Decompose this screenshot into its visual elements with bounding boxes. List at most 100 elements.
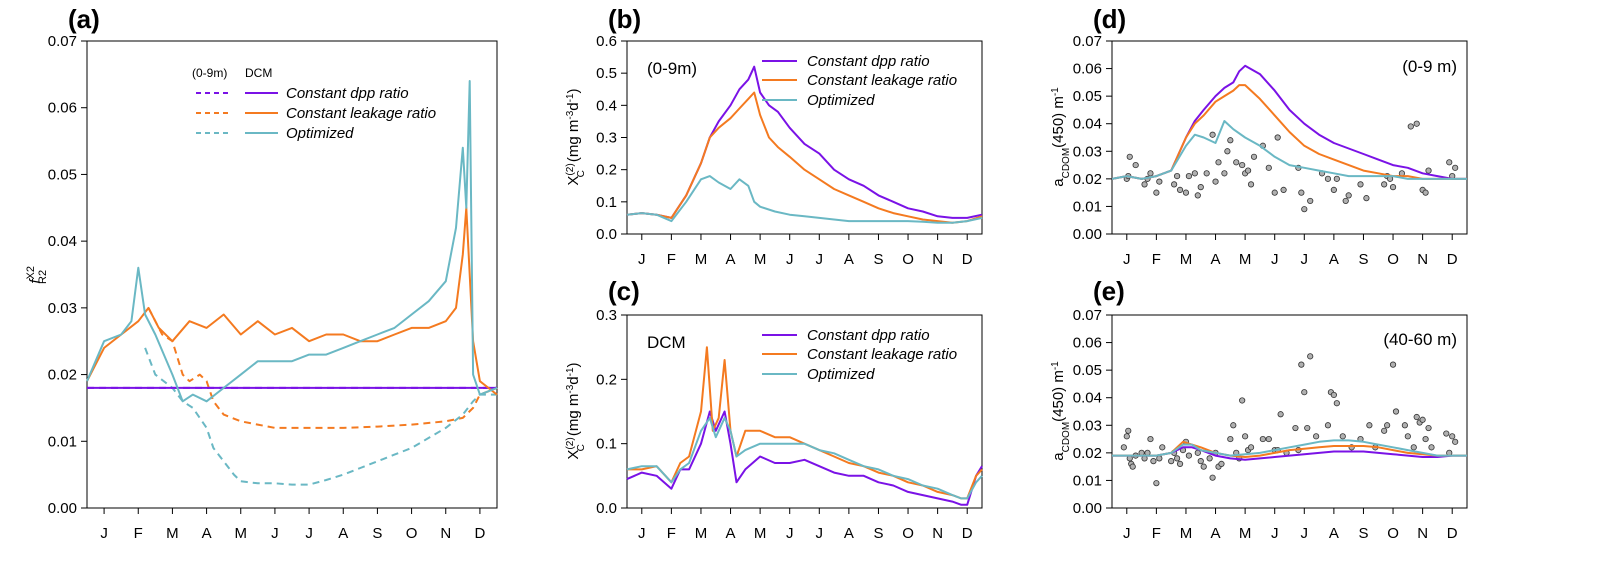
xtick-label: O <box>902 525 914 542</box>
panel-b-lines <box>626 65 983 224</box>
panel-c-ticks: 0.0 0.1 0.2 0.3 J F M A M J J A S O N D <box>596 307 973 542</box>
panel-c-legend: Constant dpp ratio Constant leakage rati… <box>762 327 957 383</box>
observation-point <box>1247 181 1255 188</box>
ytick-label: 0.04 <box>48 233 77 250</box>
xtick-label: N <box>932 251 943 268</box>
series-line <box>86 80 498 403</box>
panel-b-legend-dpp: Constant dpp ratio <box>807 53 930 70</box>
xtick-label: M <box>1180 251 1193 268</box>
xtick-label: A <box>1329 251 1339 268</box>
legend-leakage-label: Constant leakage ratio <box>286 105 436 122</box>
xtick-label: M <box>695 525 708 542</box>
xtick-label: J <box>1271 525 1279 542</box>
panel-b-legend: Constant dpp ratio Constant leakage rati… <box>762 53 957 109</box>
xtick-label: D <box>962 525 973 542</box>
observation-point <box>1298 361 1305 368</box>
panel-c-ylabel-exp1: -3 <box>565 384 576 393</box>
panel-b-legend-leakage: Constant leakage ratio <box>807 72 957 89</box>
ytick-label: 0.01 <box>48 433 77 450</box>
xtick-label: O <box>1387 251 1399 268</box>
ytick-label: 0.02 <box>48 367 77 384</box>
xtick-label: O <box>902 251 914 268</box>
observation-point <box>1339 433 1346 440</box>
observation-point <box>1363 195 1370 202</box>
ytick-label: 0.3 <box>596 130 617 147</box>
xtick-label: J <box>638 251 646 268</box>
panel-label-e: (e) <box>1093 276 1125 306</box>
xtick-label: F <box>1152 251 1161 268</box>
observation-point <box>1333 400 1340 407</box>
xtick-label: M <box>695 251 708 268</box>
ytick-label: 0.06 <box>48 100 77 117</box>
observation-point <box>1407 123 1414 130</box>
observation-point <box>1259 435 1266 443</box>
panel-e: (e) 0.00 0.01 0.02 0.03 0.04 0.05 0.06 0.07 J F M A… <box>1050 276 1468 542</box>
xtick-label: J <box>816 525 824 542</box>
series-line <box>626 416 983 500</box>
observation-point <box>1224 148 1231 155</box>
ytick-label: 0.00 <box>1073 226 1102 243</box>
series-line <box>1111 84 1467 180</box>
observation-point <box>1153 480 1160 487</box>
panel-e-observations <box>1120 353 1459 487</box>
observation-point <box>1401 422 1408 429</box>
panel-c-frame <box>626 314 983 509</box>
xtick-label: O <box>1387 525 1399 542</box>
observation-point <box>1304 424 1311 432</box>
panel-label-b: (b) <box>608 4 641 34</box>
ytick-label: 0.03 <box>1073 417 1102 434</box>
observation-point <box>1425 424 1432 432</box>
ytick-label: 0.03 <box>48 300 77 317</box>
observation-point <box>1212 178 1219 185</box>
observation-point <box>1125 427 1132 434</box>
ytick-label: 0.05 <box>1073 88 1102 105</box>
panel-label-a: (a) <box>68 4 100 34</box>
xtick-label: A <box>1329 525 1339 542</box>
panel-c-lines <box>626 346 983 506</box>
observation-point <box>1301 206 1308 213</box>
legend-header-depth: (0-9m) <box>192 66 227 80</box>
observation-point <box>1324 422 1332 429</box>
observation-point <box>1156 455 1163 462</box>
observation-point <box>1203 170 1210 177</box>
panel-e-ylabel-sub: CDOM <box>1061 422 1072 453</box>
observation-point <box>1301 389 1308 396</box>
observation-point <box>1176 460 1184 467</box>
ytick-label: 0.0 <box>596 226 617 243</box>
observation-point <box>1413 413 1420 421</box>
ytick-label: 0.01 <box>1073 472 1102 489</box>
observation-point <box>1313 433 1320 440</box>
observation-point <box>1366 422 1373 429</box>
observation-point <box>1446 159 1453 166</box>
panel-b-ylabel-sub: C <box>576 170 587 177</box>
xtick-label: A <box>844 251 854 268</box>
ytick-label: 0.2 <box>596 371 617 388</box>
panel-c-ylabel-unit: (mg m <box>565 394 582 437</box>
xtick-label: J <box>1123 251 1131 268</box>
ytick-label: 0.2 <box>596 162 617 179</box>
ytick-label: 0.01 <box>1073 198 1102 215</box>
panel-b-ylabel: X(2)C (mg m-3d-1) <box>565 88 587 185</box>
ytick-label: 0.05 <box>1073 362 1102 379</box>
ytick-label: 0.03 <box>1073 143 1102 160</box>
xtick-label: J <box>1271 251 1279 268</box>
observation-point <box>1218 460 1225 467</box>
xtick-label: S <box>1358 525 1368 542</box>
observation-point <box>1298 189 1305 196</box>
observation-point <box>1449 433 1456 440</box>
observation-point <box>1265 435 1272 443</box>
observation-point <box>1156 178 1163 185</box>
legend-dpp-label: Constant dpp ratio <box>286 85 409 102</box>
series-line <box>1112 439 1467 457</box>
ytick-label: 0.04 <box>1073 390 1102 407</box>
panel-a-ylabel: fX2R2 <box>25 266 49 284</box>
xtick-label: M <box>754 251 767 268</box>
observation-point <box>1221 170 1228 177</box>
panel-a: (a) 0.00 0.01 0.02 0.03 0.04 0.05 0.06 0.07 J F M A… <box>25 4 498 542</box>
observation-point <box>1123 433 1130 440</box>
observation-point <box>1357 181 1364 188</box>
observation-point <box>1194 192 1201 199</box>
xtick-label: M <box>1239 251 1252 268</box>
observation-point <box>1209 474 1216 481</box>
